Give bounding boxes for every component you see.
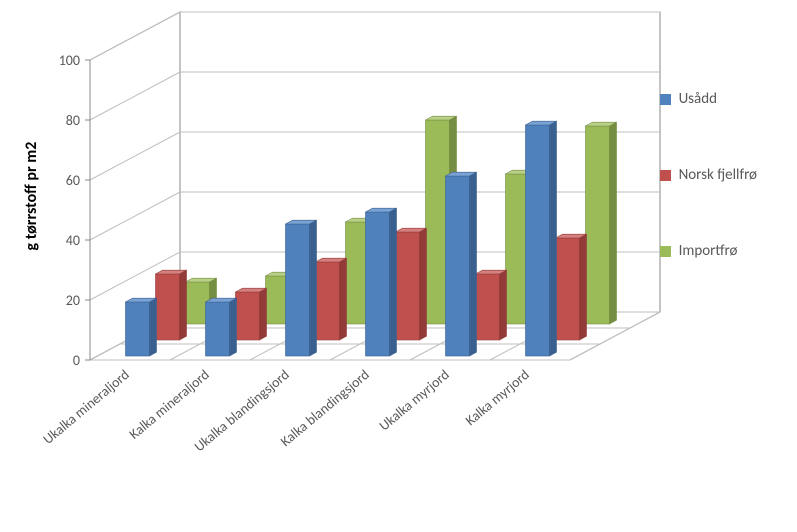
- svg-text:100: 100: [59, 52, 80, 69]
- y-axis-label: g tørrstoff pr m2: [22, 142, 41, 251]
- legend-swatch: [660, 94, 671, 105]
- svg-text:0: 0: [73, 352, 80, 369]
- legend: Usådd Norsk fjellfrø Importfrø: [660, 90, 757, 318]
- legend-swatch: [660, 246, 671, 257]
- svg-text:Kalka mineraljord: Kalka mineraljord: [126, 366, 213, 443]
- legend-item: Norsk fjellfrø: [660, 166, 757, 184]
- legend-label: Usådd: [679, 90, 717, 108]
- legend-label: Importfrø: [679, 242, 738, 260]
- legend-item: Usådd: [660, 90, 757, 108]
- svg-text:Ukalka myrjord: Ukalka myrjord: [376, 366, 453, 434]
- svg-text:60: 60: [66, 172, 80, 189]
- svg-text:40: 40: [66, 232, 80, 249]
- svg-text:Ukalka mineraljord: Ukalka mineraljord: [40, 366, 133, 448]
- legend-item: Importfrø: [660, 242, 757, 260]
- svg-text:20: 20: [66, 292, 80, 309]
- legend-swatch: [660, 170, 671, 181]
- legend-label: Norsk fjellfrø: [679, 166, 757, 184]
- bar3d-chart: g tørrstoff pr m2 0 20 40 60 80 100 Ukalka min…: [0, 0, 797, 532]
- svg-text:Kalka myrjord: Kalka myrjord: [462, 366, 533, 429]
- svg-text:80: 80: [66, 112, 80, 129]
